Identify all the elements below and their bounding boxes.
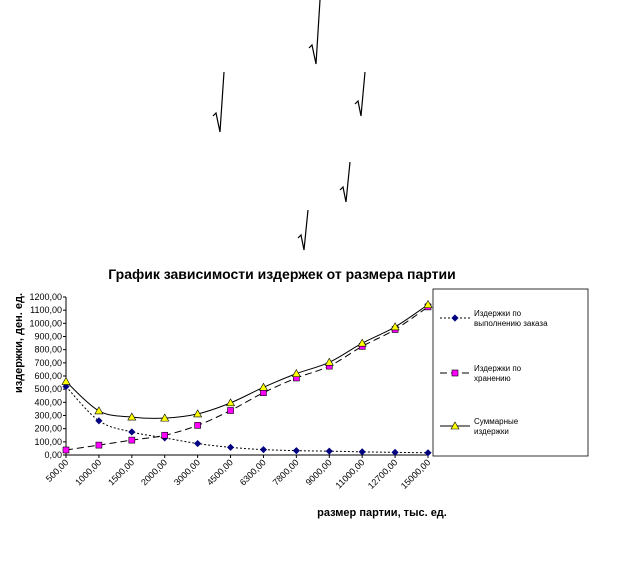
data-point-series-2 bbox=[227, 407, 234, 414]
radical-sign-icon bbox=[297, 210, 309, 251]
y-tick-label: 1200,00 bbox=[29, 292, 62, 302]
y-tick-label: 1000,00 bbox=[29, 318, 62, 328]
x-tick-label: 500,00 bbox=[44, 457, 71, 484]
data-point-series-1 bbox=[424, 449, 432, 457]
data-point-series-3 bbox=[357, 338, 367, 347]
data-point-series-3 bbox=[390, 322, 400, 331]
x-tick-label: 7800,00 bbox=[271, 457, 301, 487]
legend-label: выполнению заказа bbox=[474, 319, 548, 328]
data-point-series-1 bbox=[325, 447, 333, 455]
y-tick-label: 0,00 bbox=[44, 450, 62, 460]
data-point-series-3 bbox=[423, 300, 433, 308]
x-tick-label: 1000,00 bbox=[73, 457, 103, 487]
x-tick-label: 11000,00 bbox=[333, 457, 366, 490]
y-tick-label: 200,00 bbox=[34, 424, 62, 434]
y-tick-label: 800,00 bbox=[34, 345, 62, 355]
y-tick-label: 500,00 bbox=[34, 384, 62, 394]
x-tick-label: 3000,00 bbox=[172, 457, 202, 487]
data-point-series-2 bbox=[128, 436, 136, 444]
data-point-series-1 bbox=[194, 439, 202, 448]
data-point-series-2 bbox=[95, 441, 103, 449]
data-point-series-2 bbox=[161, 431, 169, 439]
series-line-1 bbox=[65, 386, 429, 454]
data-point-series-1 bbox=[95, 417, 103, 425]
x-tick-label: 15000,00 bbox=[399, 457, 433, 491]
data-point-series-1 bbox=[128, 428, 136, 436]
y-tick-label: 100,00 bbox=[34, 437, 62, 447]
data-point-series-1 bbox=[358, 448, 366, 456]
data-point-series-2 bbox=[62, 446, 70, 454]
x-axis-title: размер партии, тыс. ед. bbox=[317, 507, 447, 519]
y-axis-title: издержки, ден. ед. bbox=[13, 293, 25, 393]
y-tick-label: 400,00 bbox=[34, 397, 62, 407]
data-point-series-1 bbox=[62, 382, 70, 391]
legend-marker-2 bbox=[451, 369, 459, 377]
series-line-3 bbox=[65, 304, 429, 419]
data-point-series-1 bbox=[226, 443, 235, 451]
y-tick-label: 300,00 bbox=[34, 411, 62, 421]
data-point-series-3 bbox=[160, 413, 170, 422]
data-point-series-3 bbox=[324, 357, 334, 366]
legend-label: хранению bbox=[474, 374, 511, 383]
data-point-series-3 bbox=[61, 376, 71, 385]
x-tick-label: 1500,00 bbox=[106, 457, 136, 487]
y-tick-label: 600,00 bbox=[34, 371, 62, 381]
legend-marker-1 bbox=[451, 314, 459, 322]
y-tick-label: 700,00 bbox=[34, 358, 62, 368]
plot-area: 0,00 100,00 200,00 300,00 400,00 500,00 600,00… bbox=[29, 292, 433, 491]
legend-label: Издержки по bbox=[474, 364, 522, 373]
radical-sign-icon bbox=[339, 162, 351, 203]
data-point-series-1 bbox=[292, 447, 300, 455]
y-tick-label: 1100,00 bbox=[30, 305, 62, 315]
data-point-series-1 bbox=[391, 448, 399, 456]
data-point-series-3 bbox=[291, 369, 301, 377]
legend-label: издержки bbox=[474, 427, 509, 436]
x-tick-label: 12700,00 bbox=[366, 457, 400, 491]
radical-sign-icon bbox=[354, 72, 366, 117]
radical-sign-icon bbox=[308, 0, 321, 65]
radical-sign-icon bbox=[212, 72, 225, 133]
x-tick-label: 4500,00 bbox=[205, 457, 235, 487]
data-point-series-3 bbox=[127, 412, 137, 421]
data-point-series-3 bbox=[94, 406, 104, 415]
x-tick-label: 2000,00 bbox=[139, 457, 169, 487]
data-point-series-3 bbox=[226, 398, 236, 407]
x-tick-label: 6300,00 bbox=[238, 457, 268, 487]
series-line-2 bbox=[65, 306, 429, 451]
x-tick-label: 9000,00 bbox=[304, 457, 334, 487]
data-point-series-3 bbox=[193, 409, 203, 418]
legend-label: Суммарные bbox=[474, 417, 519, 426]
data-point-series-3 bbox=[258, 382, 268, 391]
data-point-series-1 bbox=[259, 446, 268, 454]
data-point-series-2 bbox=[194, 422, 201, 429]
y-tick-label: 900,00 bbox=[34, 332, 62, 342]
chart-title: График зависимости издержек от размера п… bbox=[108, 266, 455, 282]
legend-label: Издержки по bbox=[474, 309, 522, 318]
legend-marker-3 bbox=[450, 421, 460, 430]
